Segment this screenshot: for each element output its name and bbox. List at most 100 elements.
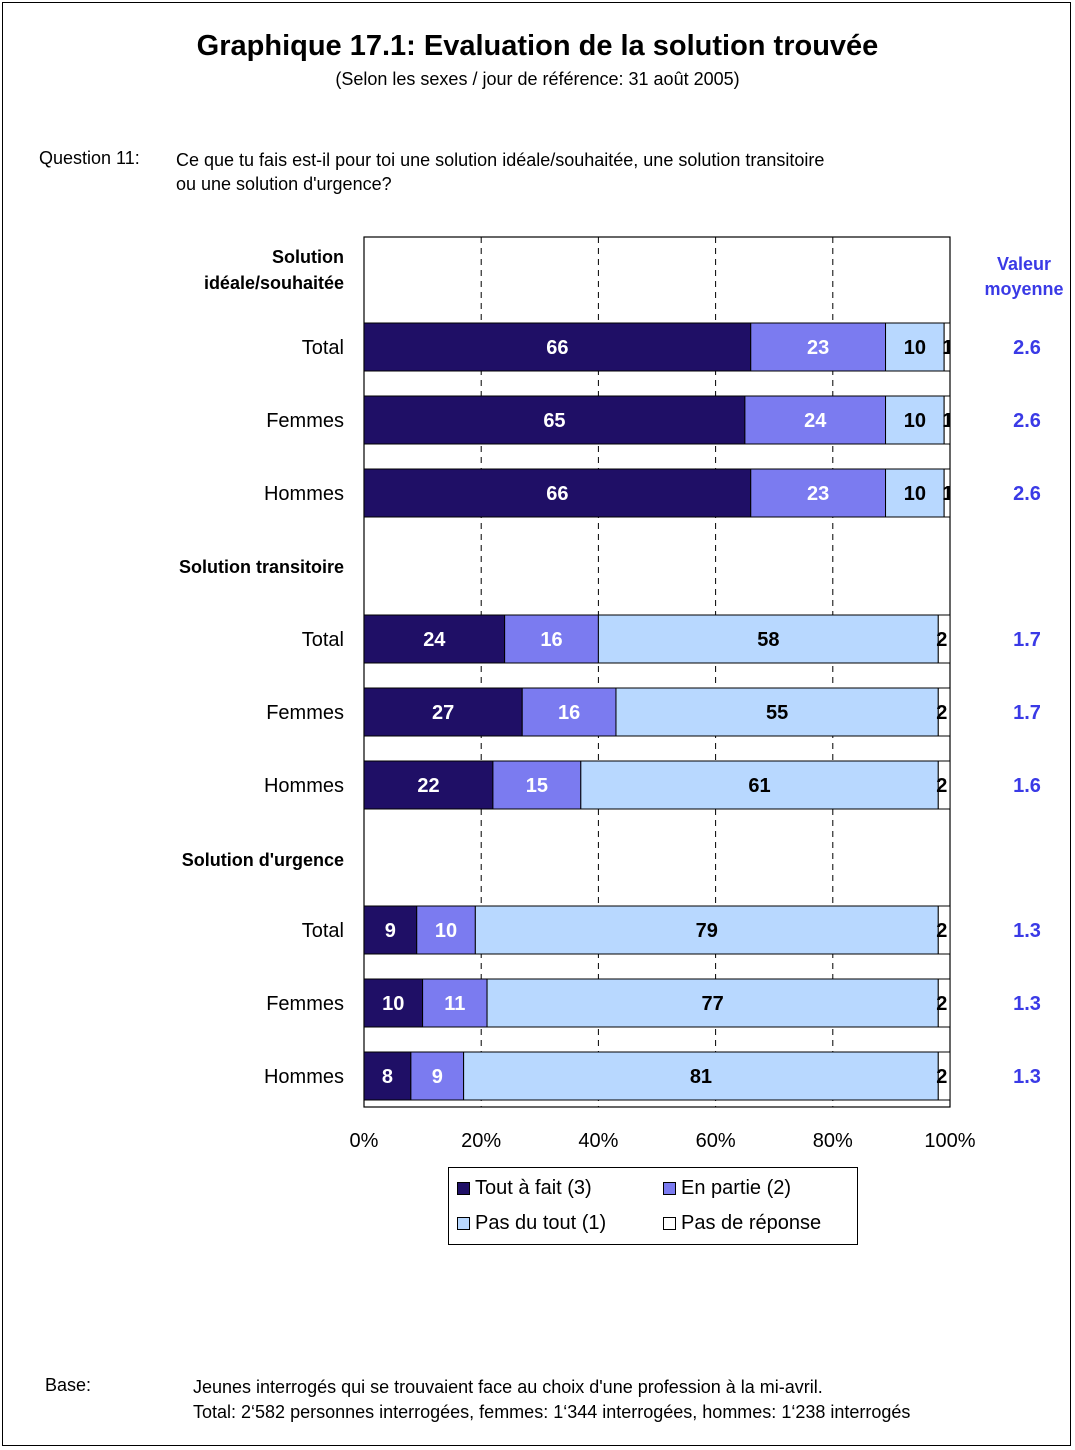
data-label: 10 bbox=[382, 993, 404, 1015]
row-label: Total bbox=[302, 920, 344, 942]
legend-label-pas-de-reponse: Pas de réponse bbox=[681, 1212, 822, 1234]
mean-value: 1.3 bbox=[1013, 920, 1041, 942]
mean-value: 1.3 bbox=[1013, 1066, 1041, 1088]
group-heading: Solution bbox=[272, 247, 344, 267]
data-label: 1 bbox=[942, 483, 953, 505]
mean-value: 1.6 bbox=[1013, 775, 1041, 797]
bar-segment bbox=[885, 322, 945, 372]
bar-segment bbox=[937, 978, 951, 1028]
bar-segment bbox=[937, 614, 951, 664]
bar-segment bbox=[750, 322, 887, 372]
data-label: 2 bbox=[936, 775, 947, 797]
bar-segment bbox=[486, 978, 939, 1028]
bar-segment bbox=[474, 905, 939, 955]
bar-segment bbox=[504, 614, 599, 664]
bar-segment bbox=[410, 1051, 465, 1101]
bar-segment bbox=[363, 1051, 412, 1101]
data-label: 24 bbox=[423, 629, 446, 651]
data-label: 77 bbox=[702, 993, 724, 1015]
data-label: 24 bbox=[804, 410, 827, 432]
x-tick-label: 60% bbox=[696, 1130, 736, 1152]
legend-item-en-partie: En partie (2) bbox=[663, 1177, 791, 1200]
data-label: 2 bbox=[936, 920, 947, 942]
bar-segment bbox=[363, 978, 424, 1028]
bar-segment bbox=[363, 395, 746, 445]
question-line-1: Ce que tu fais est-il pour toi une solut… bbox=[176, 150, 825, 170]
legend-swatch-pas-du-tout bbox=[457, 1217, 470, 1230]
data-label: 16 bbox=[558, 702, 580, 724]
bar-segment bbox=[363, 322, 752, 372]
bar-segment bbox=[463, 1051, 939, 1101]
bar-segment bbox=[885, 468, 945, 518]
bar-segment bbox=[937, 687, 951, 737]
row-label: Hommes bbox=[264, 775, 344, 797]
data-label: 1 bbox=[942, 410, 953, 432]
legend-label-en-partie: En partie (2) bbox=[681, 1177, 792, 1199]
data-label: 10 bbox=[435, 920, 457, 942]
mean-header: moyenne bbox=[984, 279, 1063, 299]
bar-segment bbox=[363, 614, 506, 664]
data-label: 9 bbox=[385, 920, 396, 942]
legend-label-pas-du-tout: Pas du tout (1) bbox=[475, 1212, 607, 1234]
legend-item-pas-de-reponse: Pas de réponse bbox=[663, 1212, 821, 1235]
bar-segment bbox=[937, 905, 951, 955]
data-label: 9 bbox=[432, 1066, 443, 1088]
mean-value: 2.6 bbox=[1013, 483, 1041, 505]
data-label: 66 bbox=[546, 337, 568, 359]
x-tick-label: 40% bbox=[578, 1130, 618, 1152]
legend-label-tout-a-fait: Tout à fait (3) bbox=[475, 1177, 592, 1199]
bar-segment bbox=[422, 978, 488, 1028]
data-label: 79 bbox=[696, 920, 718, 942]
data-label: 2 bbox=[936, 629, 947, 651]
bar-segment bbox=[937, 760, 951, 810]
data-label: 61 bbox=[748, 775, 770, 797]
mean-header: Valeur bbox=[997, 254, 1051, 274]
bar-segment bbox=[580, 760, 939, 810]
bar-segment bbox=[363, 687, 523, 737]
mean-value: 1.3 bbox=[1013, 993, 1041, 1015]
legend-item-tout-a-fait: Tout à fait (3) bbox=[457, 1177, 592, 1200]
chart-svg: 0% 20% 40% 60% 80% 100% Valeur moyenne Solution i… bbox=[179, 236, 1064, 1152]
base-line-1: Jeunes interrogés qui se trouvaient face… bbox=[193, 1377, 823, 1397]
group-heading: Solution d'urgence bbox=[182, 850, 344, 870]
mean-value: 1.7 bbox=[1013, 702, 1041, 724]
x-tick-label: 80% bbox=[813, 1130, 853, 1152]
question-line-2: ou une solution d'urgence? bbox=[176, 174, 392, 194]
x-tick-label: 100% bbox=[924, 1130, 975, 1152]
data-label: 23 bbox=[807, 483, 829, 505]
data-label: 15 bbox=[526, 775, 548, 797]
bar-segment bbox=[937, 1051, 951, 1101]
data-label: 81 bbox=[690, 1066, 712, 1088]
base-label: Base: bbox=[45, 1375, 92, 1395]
bar-segment bbox=[750, 468, 887, 518]
row-label: Femmes bbox=[266, 993, 344, 1015]
base-text: Jeunes interrogés qui se trouvaient face… bbox=[193, 1375, 910, 1425]
legend-swatch-tout-a-fait bbox=[457, 1182, 470, 1195]
group-heading: Solution transitoire bbox=[179, 557, 344, 577]
data-label: 23 bbox=[807, 337, 829, 359]
chart-subtitle: (Selon les sexes / jour de référence: 31… bbox=[335, 69, 740, 89]
bar-segment bbox=[363, 760, 494, 810]
bar-segment bbox=[597, 614, 939, 664]
x-tick-label: 0% bbox=[350, 1130, 379, 1152]
row-label: Hommes bbox=[264, 483, 344, 505]
chart-title: Graphique 17.1: Evaluation de la solutio… bbox=[196, 30, 879, 62]
legend-swatch-en-partie bbox=[663, 1182, 676, 1195]
data-label: 2 bbox=[936, 702, 947, 724]
bar-segment bbox=[943, 395, 951, 445]
data-label: 10 bbox=[904, 410, 926, 432]
data-label: 16 bbox=[540, 629, 562, 651]
data-label: 10 bbox=[904, 337, 926, 359]
bar-segment bbox=[615, 687, 939, 737]
data-label: 8 bbox=[382, 1066, 393, 1088]
data-label: 2 bbox=[936, 1066, 947, 1088]
legend-item-pas-du-tout: Pas du tout (1) bbox=[457, 1212, 606, 1235]
bar-segment bbox=[885, 395, 945, 445]
row-label: Total bbox=[302, 337, 344, 359]
group-heading: idéale/souhaitée bbox=[204, 273, 344, 293]
base-line-2: Total: 2‘582 personnes interrogées, femm… bbox=[193, 1402, 911, 1422]
data-label: 55 bbox=[766, 702, 788, 724]
bar-segment bbox=[943, 468, 951, 518]
question-text: Ce que tu fais est-il pour toi une solut… bbox=[176, 148, 1006, 196]
